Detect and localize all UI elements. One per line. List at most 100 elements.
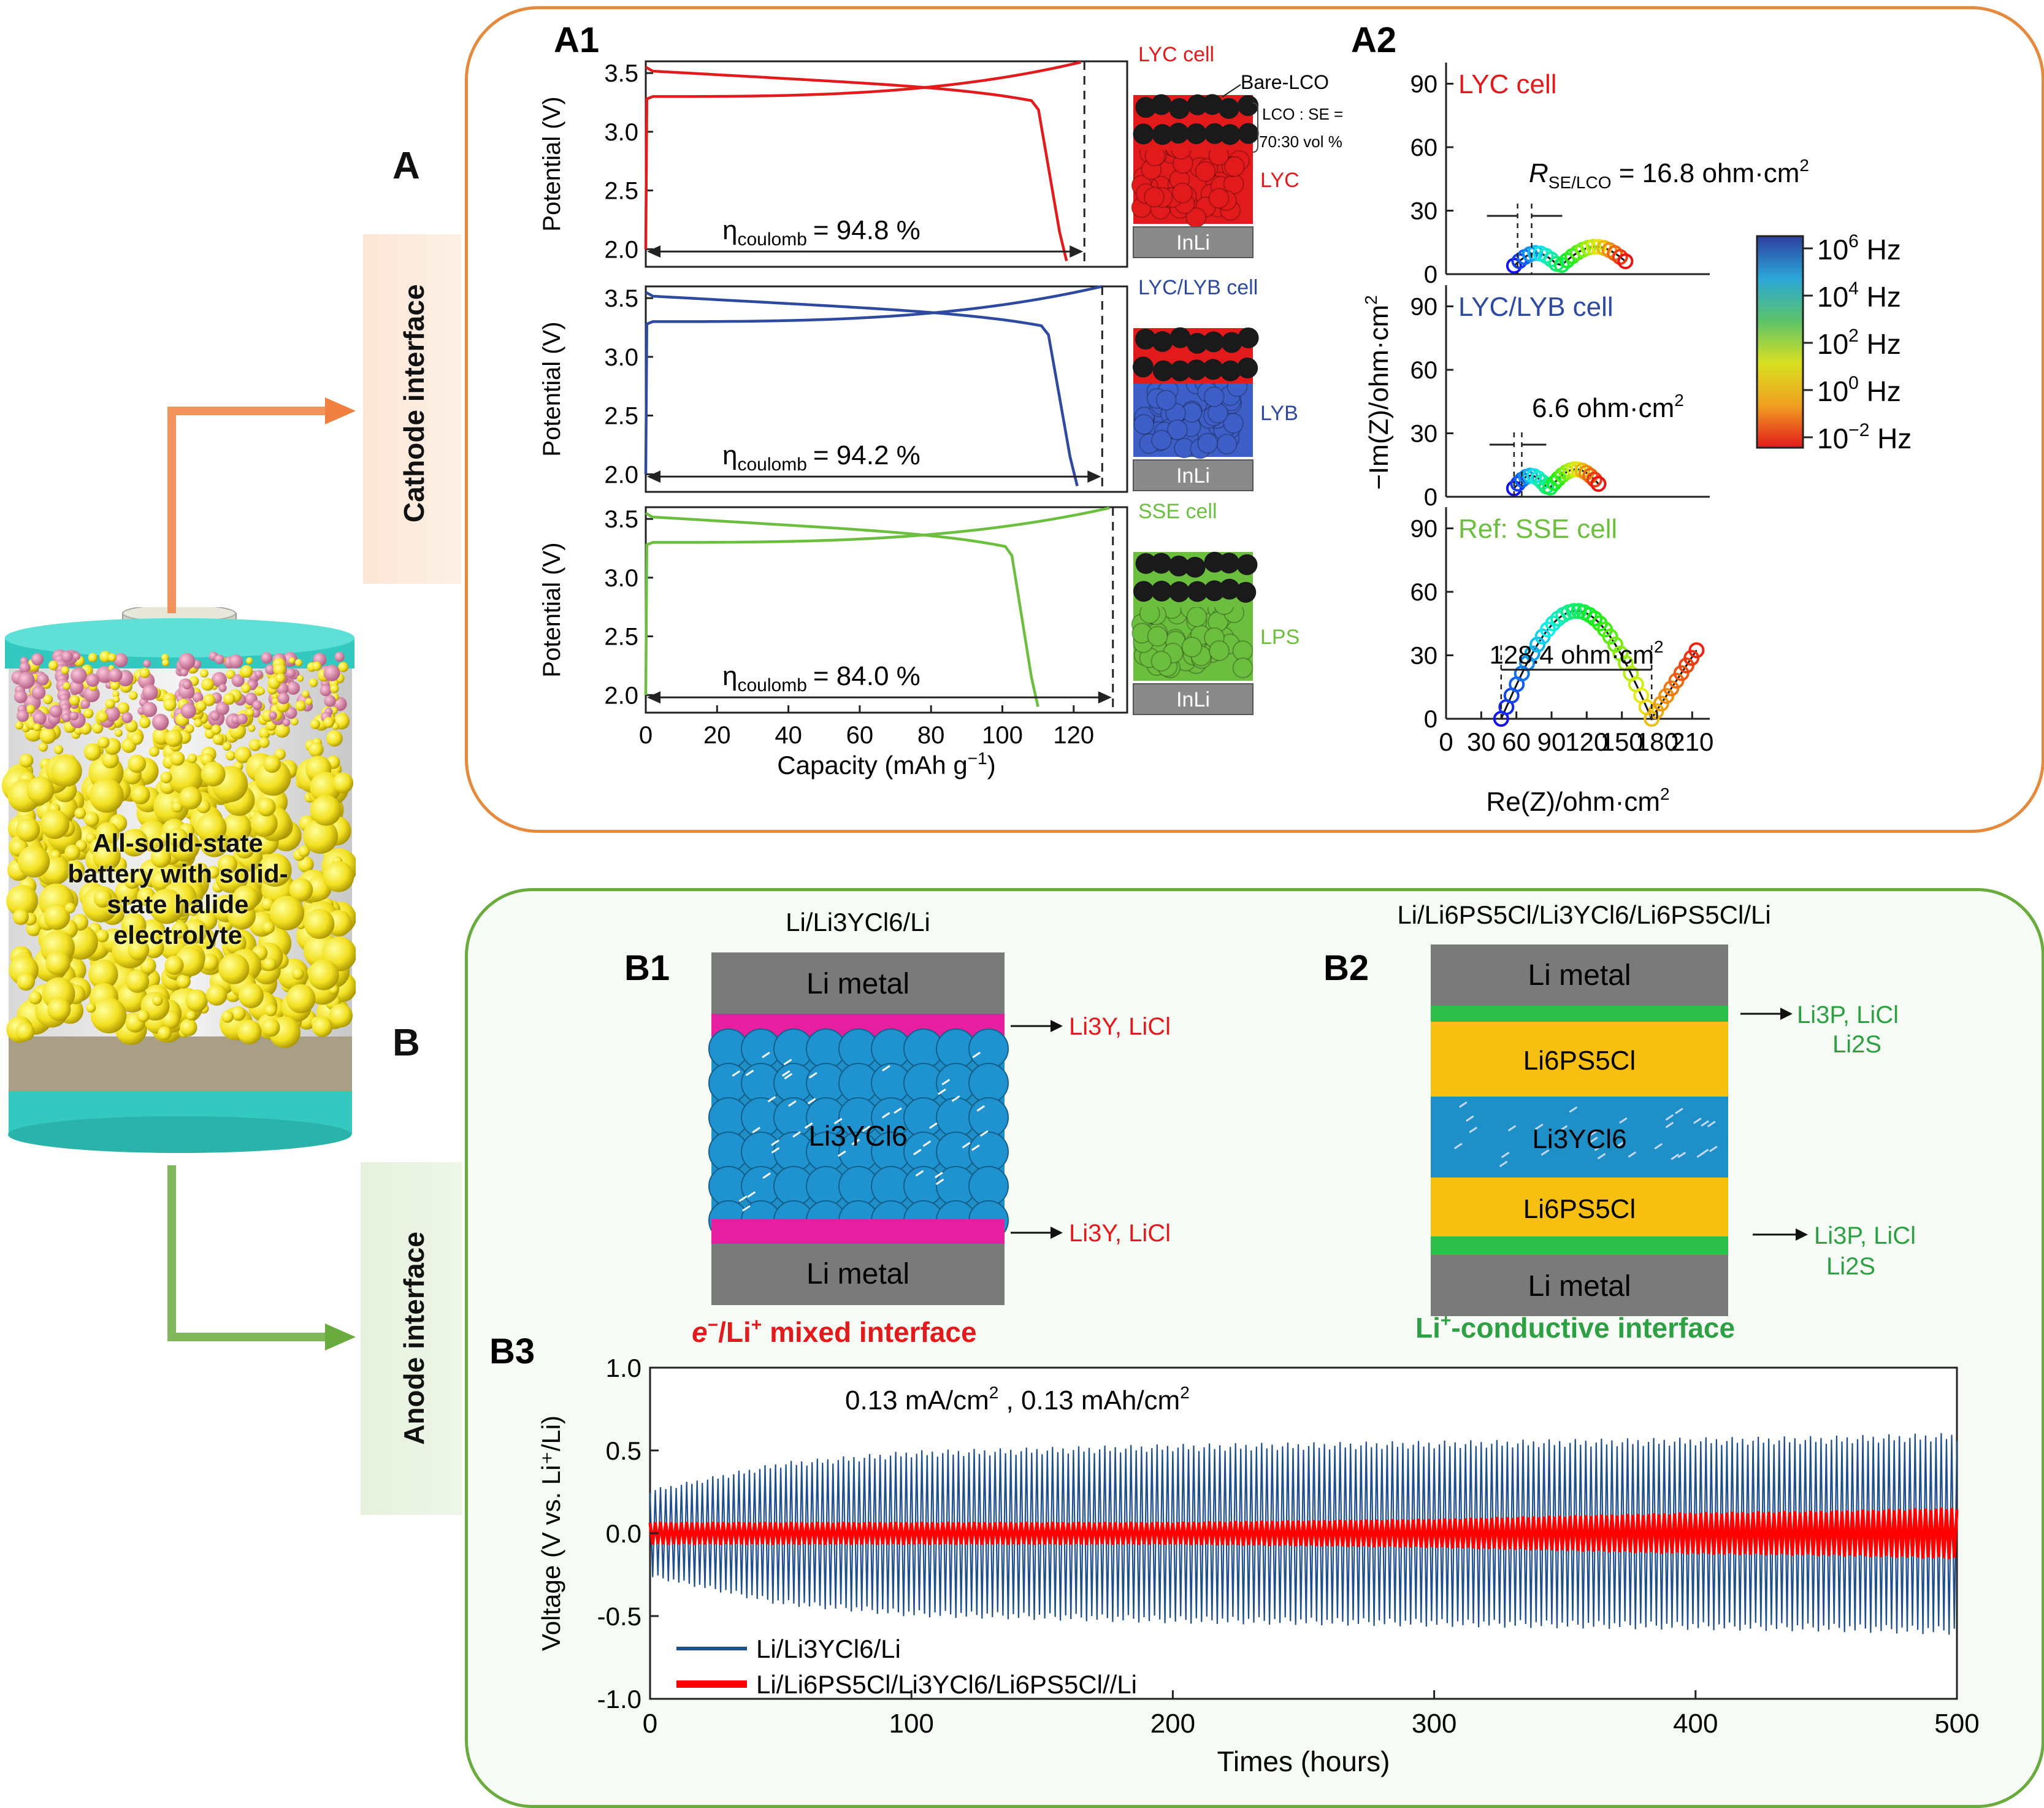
pink-particle: [13, 690, 28, 703]
se-particle: [1150, 650, 1172, 672]
lps-label-top: Li6PS5Cl: [1523, 1046, 1636, 1076]
yellow-particle: [201, 762, 226, 787]
lco-particle: [1203, 331, 1224, 353]
annot-b: , 0.13 mAh/cm: [998, 1385, 1180, 1415]
x-tick-label: 20: [703, 722, 731, 749]
lco-particle: [1220, 360, 1241, 381]
colorbar-label: 10−2 Hz: [1817, 420, 1912, 454]
panel-label-a1: A1: [554, 20, 599, 60]
yellow-particle: [131, 869, 149, 886]
electrolyte-particles: [2, 649, 356, 1048]
yellow-particle: [248, 724, 256, 732]
yellow-particle: [295, 700, 306, 711]
anode-interface-label: Anode interface: [398, 1232, 430, 1445]
yellow-particle: [203, 694, 216, 707]
discharge-curve: [645, 66, 1068, 261]
yellow-particle: [330, 684, 339, 694]
interphase-top: [1431, 1006, 1728, 1023]
caption-sup: +: [751, 1315, 762, 1335]
lps-label-bottom: Li6PS5Cl: [1523, 1194, 1636, 1224]
crack-mark: [787, 1100, 797, 1107]
lco-particle: [1204, 123, 1225, 144]
crack-mark: [1693, 1117, 1702, 1124]
lco-particle: [1151, 580, 1173, 602]
crack-mark: [882, 1065, 890, 1071]
x-tick-label: 0: [639, 722, 653, 749]
se-particle: [1223, 156, 1245, 177]
pink-particle: [121, 712, 133, 724]
b1-title: Li/Li3YCl6/Li: [786, 908, 930, 937]
ratio-line-2: 70:30 vol %: [1259, 132, 1342, 151]
yellow-particle: [308, 959, 339, 990]
yellow-particle: [110, 680, 120, 691]
interphase-bottom: [1431, 1236, 1728, 1255]
lco-particle: [1187, 332, 1208, 354]
crack-mark: [1501, 1151, 1510, 1159]
yellow-particle: [139, 716, 151, 729]
yellow-particle: [97, 711, 109, 722]
yellow-particle: [255, 759, 291, 796]
crack-mark: [1541, 1149, 1550, 1156]
x-tick-label: 100: [982, 722, 1023, 749]
crack-mark: [833, 1117, 843, 1125]
yellow-particle: [38, 742, 48, 752]
li-metal-label-top: Li metal: [1528, 959, 1631, 992]
crack-mark: [1701, 1120, 1710, 1127]
cb-unit: Hz: [1859, 328, 1901, 360]
yellow-particle: [263, 755, 281, 773]
pink-particle: [69, 711, 78, 721]
inli-anode: [1133, 459, 1254, 491]
y-tick-label: 30: [1411, 421, 1438, 448]
a1-y-axis-label: Potential (V): [538, 321, 565, 456]
yellow-particle: [273, 663, 286, 676]
connector-arrows: [167, 397, 356, 1350]
lco-particle: [1186, 359, 1208, 381]
crack-mark: [1597, 1152, 1606, 1160]
se-particle: [1232, 657, 1254, 678]
colorbar-label: 104 Hz: [1817, 278, 1901, 313]
pink-particle: [182, 680, 192, 689]
yellow-particle: [286, 984, 316, 1014]
li-metal-label-top: Li metal: [806, 968, 909, 1000]
impedance-point: [1527, 245, 1544, 261]
x-tick-label: 0: [1439, 727, 1453, 756]
x-label-sup: 2: [1660, 784, 1670, 803]
x-tick-label: 30: [1467, 727, 1496, 756]
yellow-particle: [170, 751, 185, 766]
discharge-curve: [645, 291, 1079, 486]
crack-mark: [1671, 1153, 1680, 1160]
lco-particle: [1219, 553, 1240, 574]
anode-interface-tab: [361, 1162, 462, 1515]
crack-mark: [1594, 1144, 1603, 1151]
y-label-sup: 2: [1361, 295, 1380, 305]
yellow-particle: [194, 718, 203, 727]
y-tick-label: 3.5: [604, 285, 638, 312]
eta-value: = 94.2 %: [813, 440, 921, 470]
yellow-particle: [323, 861, 354, 892]
caption-pre: Li: [1415, 1312, 1441, 1344]
yellow-particle: [302, 690, 310, 698]
panel-label-b3: B3: [489, 1331, 535, 1371]
arrow-head: [1051, 1227, 1063, 1239]
crack-mark: [1665, 1114, 1674, 1121]
impedance-point: [1530, 470, 1547, 487]
lco-particle: [1187, 94, 1208, 115]
caption-e-sup: −: [708, 1315, 719, 1335]
arrow-head: [1098, 691, 1112, 704]
crack-mark: [747, 1191, 756, 1198]
pink-particle: [215, 654, 224, 664]
yellow-particle: [148, 889, 185, 924]
se-particle: [1155, 389, 1177, 411]
yellow-particle: [53, 745, 64, 754]
a2-annotation: 6.6 ohm·cm2: [1532, 391, 1684, 423]
yellow-particle: [250, 810, 278, 837]
crack-mark: [809, 1072, 817, 1079]
charge-curve: [644, 61, 1081, 250]
yellow-particle: [305, 698, 313, 705]
impedance-point: [1602, 628, 1618, 645]
lco-particle: [1169, 327, 1191, 348]
yellow-particle: [157, 1026, 172, 1041]
pink-particle: [31, 653, 44, 666]
arrow-head: [1780, 1008, 1793, 1020]
eta-subscript: coulomb: [737, 229, 806, 250]
